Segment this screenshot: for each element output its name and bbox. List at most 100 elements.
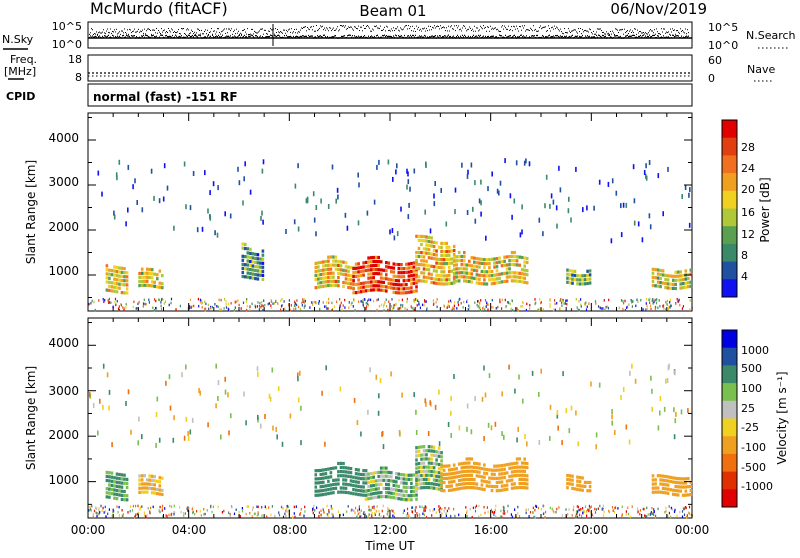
ground-scatter-cell	[501, 307, 503, 310]
echo-cell	[468, 271, 471, 275]
echo-cell	[483, 471, 486, 475]
echo-cell	[475, 273, 479, 277]
echo-cell	[260, 423, 262, 429]
echo-cell	[246, 259, 250, 263]
ground-scatter-cell	[344, 306, 346, 309]
echo-cell	[422, 255, 426, 259]
ground-scatter-cell	[105, 515, 107, 518]
noise-sky-sample	[293, 35, 294, 38]
noise-sky-sample	[128, 35, 129, 37]
echo-cell	[410, 490, 413, 494]
echo-cell	[679, 489, 682, 493]
echo-cell	[369, 256, 373, 260]
echo-cell	[342, 466, 345, 470]
echo-cell	[357, 472, 360, 476]
echo-cell	[334, 478, 338, 482]
ground-scatter-cell	[357, 509, 359, 512]
ground-scatter-cell	[655, 305, 657, 309]
echo-cell	[410, 270, 413, 274]
echo-cell	[148, 474, 151, 478]
ground-scatter-cell	[657, 306, 659, 310]
echo-cell	[478, 462, 481, 466]
echo-cell	[661, 478, 665, 482]
echo-cell	[408, 202, 410, 208]
echo-cell	[319, 273, 323, 277]
noise-search-sample	[675, 33, 676, 35]
ground-scatter-cell	[580, 298, 582, 301]
ground-scatter-cell	[127, 511, 129, 514]
noise-search-sample	[341, 25, 342, 27]
ground-scatter-cell	[649, 301, 651, 304]
echo-cell	[390, 479, 393, 483]
ground-scatter-cell	[112, 511, 114, 514]
echo-cell	[442, 250, 446, 254]
noise-sky-sample	[550, 36, 551, 38]
ground-scatter-cell	[219, 308, 221, 311]
noise-search-sample	[425, 30, 426, 32]
echo-cell	[518, 374, 520, 380]
echo-cell	[261, 265, 265, 269]
echo-cell	[342, 490, 345, 494]
echo-cell	[153, 195, 155, 201]
noise-search-sample	[438, 26, 439, 27]
noise-sky-sample	[174, 36, 175, 38]
echo-cell	[518, 263, 521, 267]
echo-cell	[645, 175, 648, 181]
noise-sky-sample	[178, 36, 179, 38]
echo-cell	[349, 274, 353, 278]
echo-cell	[242, 200, 244, 206]
noise-sky-sample	[107, 35, 108, 37]
noise-search-sample	[472, 28, 473, 30]
echo-cell	[425, 449, 428, 453]
echo-cell	[465, 461, 469, 465]
echo-cell	[460, 259, 464, 263]
echo-cell	[430, 240, 433, 244]
noise-search-sample	[475, 30, 476, 32]
noise-search-sample	[322, 25, 323, 27]
echo-cell	[110, 492, 114, 496]
echo-cell	[342, 482, 345, 486]
echo-cell	[334, 486, 338, 490]
noise-sky-sample	[245, 36, 246, 38]
noise-search-sample	[593, 30, 594, 32]
echo-cell	[417, 478, 421, 482]
echo-cell	[108, 288, 111, 292]
echo-cell	[674, 418, 677, 424]
ground-scatter-cell	[112, 508, 114, 512]
noise-sky-sample	[424, 34, 425, 37]
echo-cell	[327, 263, 330, 267]
echo-cell	[158, 484, 162, 488]
noise-search-sample	[326, 27, 327, 29]
noise-sky-sample	[305, 35, 306, 37]
noise-search-sample	[434, 25, 435, 27]
ground-scatter-cell	[652, 512, 654, 515]
echo-cell	[297, 397, 300, 403]
noise-sky-sample	[542, 35, 543, 37]
ground-scatter-cell	[466, 509, 468, 513]
echo-cell	[432, 277, 436, 281]
ground-scatter-cell	[104, 510, 106, 513]
noise-search-sample	[100, 32, 101, 34]
echo-cell	[354, 484, 358, 488]
noise-search-sample	[155, 32, 156, 34]
ground-scatter-cell	[141, 505, 143, 508]
noise-search-sample	[442, 27, 443, 28]
ground-scatter-cell	[471, 515, 473, 519]
noise-sky-sample	[228, 35, 229, 37]
ground-scatter-cell	[268, 506, 270, 509]
noise-search-sample	[203, 33, 204, 35]
ground-scatter-cell	[328, 297, 330, 301]
ground-scatter-cell	[424, 509, 426, 512]
ground-scatter-cell	[565, 299, 567, 302]
noise-search-sample	[642, 32, 643, 34]
echo-cell	[362, 489, 365, 493]
ground-scatter-cell	[511, 515, 513, 519]
echo-cell	[528, 161, 531, 167]
noise-search-sample	[678, 31, 679, 33]
echo-cell	[432, 466, 436, 470]
ground-scatter-cell	[630, 299, 632, 302]
noise-search-sample	[552, 26, 553, 28]
noise-search-sample	[269, 30, 270, 32]
ground-scatter-cell	[575, 514, 577, 518]
ground-scatter-cell	[225, 303, 227, 306]
